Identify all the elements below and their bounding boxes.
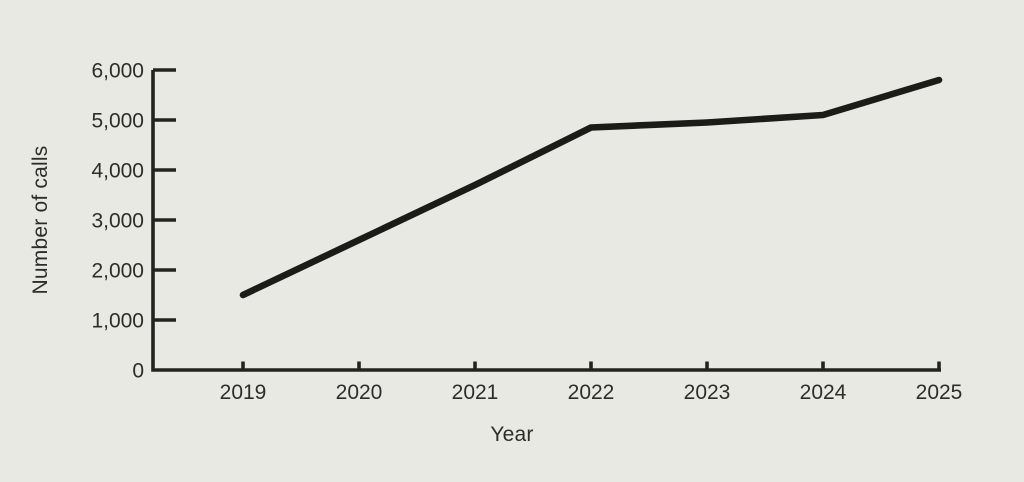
x-tick-label: 2022 [568,381,615,404]
x-tick-label: 2019 [220,381,267,404]
x-tick-label: 2024 [800,381,847,404]
y-tick-label: 5,000 [91,110,144,133]
y-tick-label: 6,000 [91,60,144,83]
y-axis-title: Number of calls [29,145,52,295]
x-tick-label: 2023 [684,381,731,404]
y-tick-label: 1,000 [91,310,144,333]
y-tick-label: 0 [132,360,144,383]
x-tick-label: 2021 [452,381,499,404]
y-tick-label: 3,000 [91,210,144,233]
x-axis-title: Year [490,423,534,446]
x-tick-label: 2025 [916,381,963,404]
y-tick-label: 2,000 [91,260,144,283]
calls-data-line [239,76,943,299]
y-tick-label: 4,000 [91,160,144,183]
x-tick-label: 2020 [336,381,383,404]
